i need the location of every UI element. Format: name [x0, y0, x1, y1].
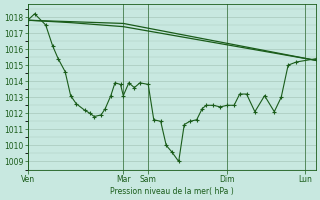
- X-axis label: Pression niveau de la mer( hPa ): Pression niveau de la mer( hPa ): [110, 187, 234, 196]
